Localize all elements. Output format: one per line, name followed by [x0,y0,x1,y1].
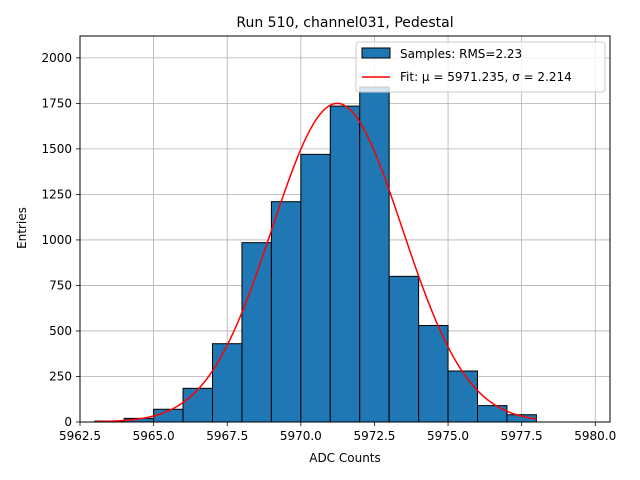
histogram-bar [477,405,508,423]
histogram-bar [182,387,214,423]
legend-label-samples: Samples: RMS=2.23 [400,47,522,61]
y-tick-label: 1250 [41,187,72,201]
histogram-bar [329,105,361,423]
ticks-layer: 5962.5 5965.0 5967.5 5970.0 5972.5 5975.0 5977… [41,51,616,443]
fit-curve [94,102,537,423]
histogram-bar [447,370,478,423]
histogram-bar [418,325,449,423]
legend-frame [355,41,606,93]
x-tick-label: 5972.5 [353,429,395,443]
legend-label-fit: Fit: μ = 5971.235, σ = 2.214 [400,70,572,84]
histogram-bar [388,275,420,423]
plot-frame [79,35,611,423]
x-tick-label: 5975.0 [427,429,469,443]
y-tick-label: 1000 [41,233,72,247]
y-tick-label: 250 [49,369,72,383]
histogram-bar [212,343,243,423]
y-tick-label: 2000 [41,51,72,65]
y-tick-label: 1750 [41,96,72,110]
histogram-bar [270,201,302,423]
x-tick-label: 5970.0 [280,429,322,443]
chart-title: Run 510, channel031, Pedestal [236,15,453,31]
x-tick-label: 5967.5 [206,429,248,443]
axes-layer [79,35,611,423]
x-axis-label: ADC Counts [309,451,381,465]
y-tick-label: 1500 [41,142,72,156]
legend-swatch-samples [361,47,391,59]
x-tick-label: 5977.5 [501,429,543,443]
x-tick-label: 5980.0 [574,429,616,443]
x-tick-label: 5965.0 [133,429,175,443]
histogram-bar [359,86,390,423]
fit-layer [94,102,537,423]
legend: Samples: RMS=2.23 Fit: μ = 5971.235, σ =… [355,41,606,93]
y-tick-label: 500 [49,324,72,338]
x-tick-label: 5962.5 [59,429,101,443]
y-tick-label: 750 [49,278,72,292]
y-axis-label: Entries [15,207,29,249]
histogram-bar [300,153,331,423]
y-tick-label: 0 [64,415,72,429]
histogram-bar [241,242,272,423]
